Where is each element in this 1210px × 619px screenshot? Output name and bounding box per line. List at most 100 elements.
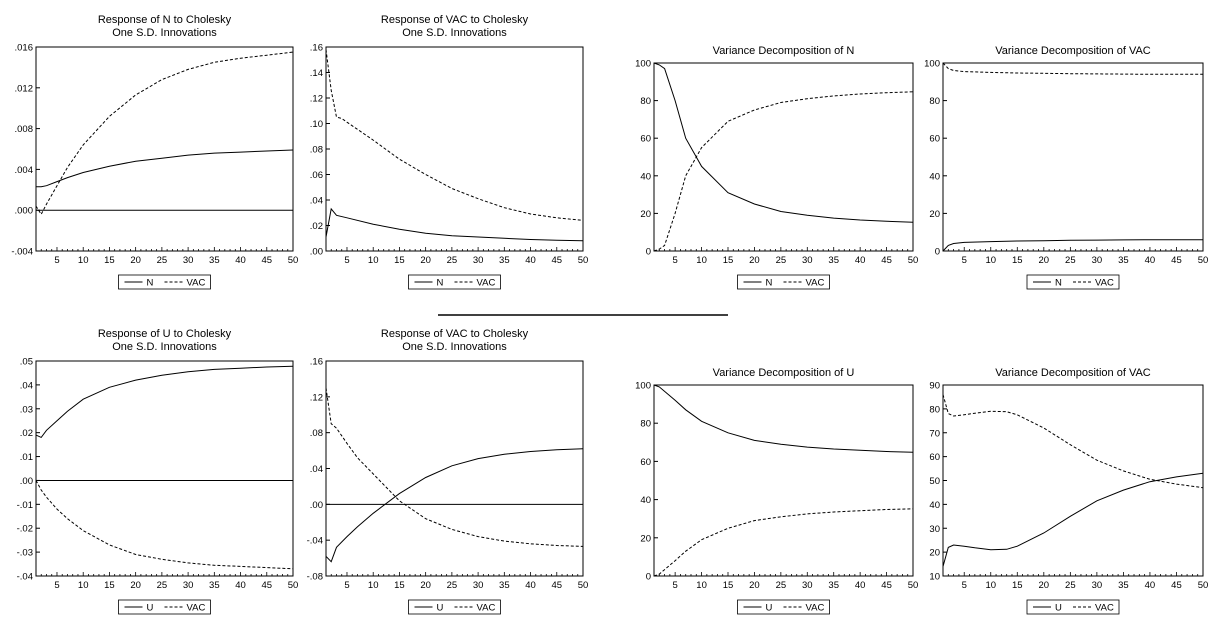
series-line-vac	[942, 394, 1204, 489]
x-tick-label: 5	[54, 580, 59, 591]
plot-frame	[325, 360, 584, 577]
series-line-vac	[325, 49, 584, 221]
y-tick-label: 80	[929, 96, 940, 107]
legend-label: VAC	[806, 278, 825, 289]
x-tick-label: 35	[1118, 580, 1129, 591]
plot-frame	[325, 46, 584, 252]
x-tick-label: 35	[499, 255, 510, 266]
legend: U VAC	[737, 599, 830, 615]
x-tick-label: 15	[723, 580, 734, 591]
y-tick-label: 60	[929, 452, 940, 463]
plot-frame	[35, 46, 294, 252]
y-tick-label: 80	[929, 404, 940, 415]
y-tick-label: 80	[640, 419, 651, 430]
x-tick-label: 15	[723, 255, 734, 266]
y-tick-label: -.004	[11, 247, 33, 258]
y-tick-label: .12	[310, 392, 323, 403]
x-tick-label: 10	[985, 580, 996, 591]
legend-label: N	[437, 278, 444, 289]
y-tick-label: .02	[310, 221, 323, 232]
x-tick-label: 25	[157, 580, 168, 591]
x-tick-label: 15	[104, 580, 115, 591]
chart-title: Variance Decomposition of U	[713, 367, 855, 379]
x-tick-label: 5	[344, 580, 349, 591]
x-tick-label: 20	[1039, 255, 1050, 266]
x-tick-label: 40	[1145, 255, 1156, 266]
y-tick-label: 20	[929, 209, 940, 220]
y-tick-label: .02	[20, 428, 33, 439]
series-line-u	[653, 384, 914, 453]
y-tick-label: -.08	[307, 572, 323, 583]
x-tick-label: 5	[962, 255, 967, 266]
x-tick-label: 10	[696, 255, 707, 266]
y-tick-label: 90	[929, 381, 940, 392]
x-tick-label: 25	[447, 580, 458, 591]
x-tick-label: 5	[672, 580, 677, 591]
y-tick-label: 40	[640, 171, 651, 182]
x-tick-label: 10	[985, 255, 996, 266]
legend: N VAC	[1026, 274, 1120, 290]
y-tick-label: 30	[929, 524, 940, 535]
y-tick-label: 100	[635, 381, 651, 392]
x-tick-label: 45	[881, 580, 892, 591]
x-tick-label: 35	[828, 580, 839, 591]
chart-title: Response of U to Cholesky	[98, 328, 232, 340]
y-tick-label: 20	[640, 533, 651, 544]
y-tick-label: 80	[640, 96, 651, 107]
chart-subtitle: One S.D. Innovations	[402, 27, 507, 39]
legend-label: VAC	[1095, 603, 1114, 614]
y-tick-label: .016	[15, 43, 34, 54]
legend-label: N	[147, 278, 154, 289]
x-tick-label: 30	[802, 255, 813, 266]
x-tick-label: 10	[696, 580, 707, 591]
x-tick-label: 15	[1012, 255, 1023, 266]
x-tick-label: 20	[420, 255, 431, 266]
x-tick-label: 20	[749, 580, 760, 591]
x-tick-label: 30	[473, 580, 484, 591]
x-tick-label: 50	[288, 580, 299, 591]
x-tick-label: 25	[776, 255, 787, 266]
series-line-u	[35, 365, 294, 439]
y-tick-label: .01	[20, 452, 33, 463]
legend-label: N	[766, 278, 773, 289]
legend: U VAC	[118, 599, 211, 615]
y-tick-label: 10	[929, 572, 940, 583]
series-line-n	[942, 239, 1203, 252]
x-tick-label: 50	[288, 255, 299, 266]
x-tick-label: 50	[578, 255, 589, 266]
y-tick-label: .012	[15, 83, 34, 94]
x-tick-label: 35	[209, 255, 220, 266]
y-tick-label: .05	[20, 357, 33, 368]
series-line-vac	[942, 62, 1203, 75]
series-line-vac	[35, 480, 294, 570]
y-tick-label: 20	[929, 548, 940, 559]
x-tick-label: 40	[235, 255, 246, 266]
plot-frame	[653, 62, 914, 252]
x-tick-label: 30	[1092, 255, 1103, 266]
x-tick-label: 15	[1012, 580, 1023, 591]
legend-label: VAC	[1095, 278, 1114, 289]
chart-panel-7: Variance Decomposition of U 0 20 40 60 80 100 5…	[635, 367, 918, 615]
legend-label: VAC	[806, 603, 825, 614]
chart-title: Variance Decomposition of VAC	[995, 45, 1151, 57]
plot-frame	[35, 360, 294, 577]
x-tick-label: 30	[183, 255, 194, 266]
y-tick-label: 0	[935, 247, 940, 258]
x-tick-label: 35	[828, 255, 839, 266]
y-tick-label: -.02	[17, 524, 33, 535]
y-tick-label: .08	[310, 428, 323, 439]
x-tick-label: 50	[1198, 580, 1209, 591]
chart-title: Response of VAC to Cholesky	[381, 328, 529, 340]
y-tick-label: .08	[310, 145, 323, 156]
y-tick-label: -.04	[17, 572, 33, 583]
x-tick-label: 35	[499, 580, 510, 591]
y-tick-label: 70	[929, 428, 940, 439]
chart-panel-3: Variance Decomposition of N 0 20 40 60 80 100 5…	[635, 45, 918, 290]
x-tick-label: 40	[235, 580, 246, 591]
chart-subtitle: One S.D. Innovations	[112, 27, 217, 39]
legend-label: U	[437, 603, 444, 614]
x-tick-label: 40	[525, 255, 536, 266]
